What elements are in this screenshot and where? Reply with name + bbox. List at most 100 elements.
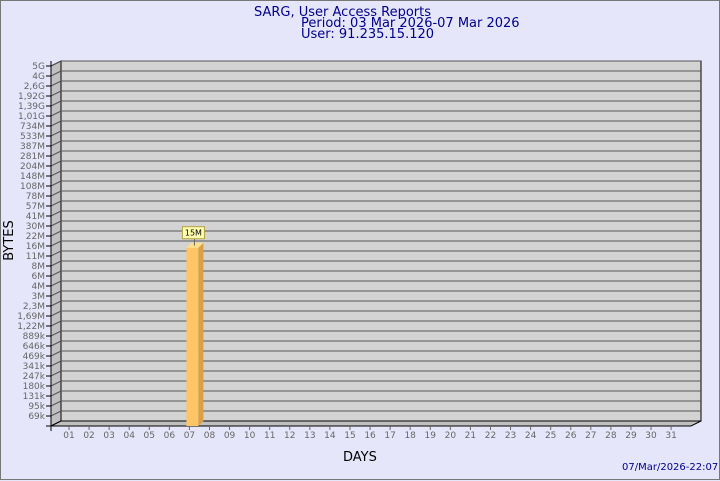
bar-value-label: 15M [185,229,202,238]
x-tick-label: 27 [585,431,596,441]
report-period: Period: 03 Mar 2026-07 Mar 2026 [301,16,520,31]
gridline-wall [50,370,62,377]
x-tick-label: 15 [344,431,355,441]
plot-floor [50,420,702,427]
x-tick-label: 24 [525,431,537,441]
gridline-wall [50,360,62,367]
gridline-wall [50,140,62,147]
y-tick-label: 5G [32,62,45,72]
y-tick-label: 281M [20,152,45,162]
y-tick-label: 1,69M [17,312,45,322]
x-tick-label: 06 [164,431,176,441]
gridline-wall [50,130,62,137]
generated-timestamp: 07/Mar/2026-22:07 [622,462,719,473]
y-tick-label: 22M [26,232,45,242]
bar-front [186,247,199,426]
y-tick-label: 4M [32,282,46,292]
y-tick-label: 1,22M [17,322,45,332]
x-tick-label: 23 [505,431,516,441]
y-tick-label: 1,39G [18,102,45,112]
y-tick-label: 247k [23,372,46,382]
gridline-wall [50,230,62,237]
y-tick-label: 533M [20,132,45,142]
y-tick-label: 469k [23,352,46,362]
y-tick-label: 6M [32,272,46,282]
x-tick-label: 03 [103,431,114,441]
gridline-wall [50,400,62,407]
gridline-wall [50,300,62,307]
x-axis-label: DAYS [343,450,377,465]
gridline-wall [50,310,62,317]
x-tick-label: 16 [364,431,376,441]
y-tick-label: 148M [20,172,45,182]
x-tick-label: 07 [184,431,195,441]
x-tick-label: 05 [144,431,155,441]
gridline-wall [50,90,62,97]
x-tick-label: 04 [123,431,135,441]
y-tick-label: 889k [23,332,46,342]
y-tick-label: 1,92G [18,92,45,102]
gridline-wall [50,290,62,297]
x-tick-label: 19 [425,431,437,441]
gridline-wall [50,190,62,197]
x-tick-label: 30 [645,431,657,441]
y-tick-label: 4G [32,72,45,82]
y-tick-label: 2,3M [23,302,45,312]
y-tick-label: 3M [32,292,46,302]
gridline-wall [50,70,62,77]
y-tick-label: 16M [26,242,45,252]
gridline-wall [50,160,62,167]
x-tick-label: 02 [83,431,94,441]
bar-label-box [181,226,205,240]
gridline-wall [50,320,62,327]
gridline-wall [50,100,62,107]
y-tick-label: 30M [26,222,45,232]
y-tick-label: 11M [26,252,45,262]
gridline-wall [50,270,62,277]
y-tick-label: 1,01G [18,112,45,122]
x-tick-label: 29 [625,431,637,441]
gridline-wall [50,80,62,87]
y-tick-label: 180k [23,382,46,392]
y-tick-label: 8M [32,262,46,272]
x-tick-label: 08 [204,431,216,441]
y-tick-label: 78M [26,192,45,202]
x-tick-label: 26 [565,431,577,441]
y-tick-label: 69k [28,412,45,422]
gridline-wall [50,200,62,207]
y-tick-label: 341k [23,362,46,372]
x-tick-label: 12 [284,431,295,441]
gridline-wall [50,340,62,347]
gridline-wall [50,60,62,67]
report-user: User: 91.235.15.120 [301,27,435,42]
bar-side [198,242,204,426]
gridline-wall [50,240,62,247]
y-tick-label: 41M [26,212,45,222]
y-tick-label: 108M [20,182,45,192]
gridline-wall [50,260,62,267]
x-tick-label: 25 [545,431,556,441]
x-tick-label: 01 [63,431,74,441]
y-tick-label: 204M [20,162,45,172]
gridline-wall [50,330,62,337]
x-tick-label: 09 [224,431,236,441]
gridline-wall [50,120,62,127]
gridline-wall [50,350,62,357]
x-tick-label: 17 [384,431,395,441]
x-tick-label: 11 [264,431,275,441]
y-tick-label: 57M [26,202,45,212]
x-tick-label: 13 [304,431,315,441]
x-tick-label: 20 [445,431,457,441]
y-tick-label: 734M [20,122,45,132]
x-tick-label: 28 [605,431,617,441]
y-axis-label: BYTES [1,220,17,261]
gridline-wall [50,280,62,287]
y-tick-label: 646k [23,342,46,352]
report-title: SARG, User Access Reports [254,5,432,20]
gridline-wall [50,410,62,417]
gridline-wall [50,380,62,387]
x-tick-label: 21 [465,431,476,441]
x-tick-label: 10 [244,431,256,441]
